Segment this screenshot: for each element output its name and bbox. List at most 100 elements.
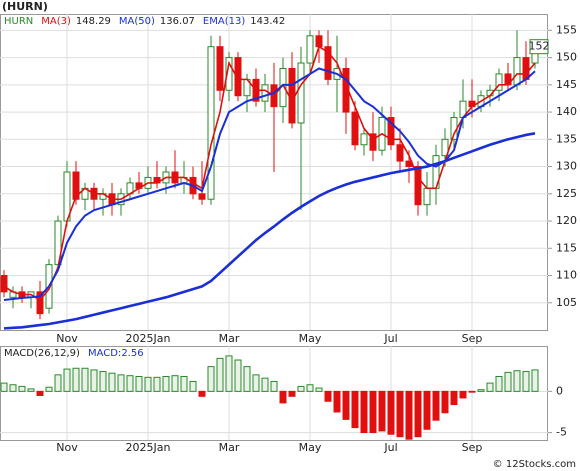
legend-entry: MA(3) [41,16,71,27]
y-tick-label: -5 [556,426,567,439]
bar [333,390,341,413]
bar [108,372,116,392]
bar [369,390,377,434]
line-series [3,67,536,302]
candle-body [369,133,377,151]
bar [207,366,215,392]
bar [189,380,197,392]
bar [243,366,251,392]
bar [90,369,98,392]
bar [441,390,449,414]
bar [63,368,71,392]
bar [468,390,476,393]
watermark: © 12Stocks.com [493,459,576,470]
candle-body [207,46,215,200]
bar [477,389,485,392]
y-tick-label: 125 [556,187,577,200]
bar [144,376,152,392]
y-tick-label: 105 [556,296,577,309]
bar [81,367,89,392]
candle-body [513,57,521,86]
candle-body [261,84,269,102]
bar [225,355,233,392]
legend-value: 136.07 [160,16,195,27]
y-tick-label: 155 [556,23,577,36]
bar [450,390,458,406]
x-tick-label: Jul [383,332,397,345]
legend-value: 143.42 [250,16,285,27]
bar [522,371,530,392]
candle-body [225,57,233,91]
legend-symbol: HURN [4,16,33,27]
x-tick-label: Sep [462,332,483,345]
y-tick-label: 110 [556,269,577,282]
price-label: 152 [529,40,550,53]
bar [531,369,539,392]
legend: MACD(26,12,9) MACD:2.56 [4,348,144,359]
bar [432,390,440,421]
x-tick-label: May [299,441,322,454]
x-tick-label: Nov [56,332,78,345]
bar [342,390,350,420]
bar [513,370,521,392]
bar [0,382,8,392]
candle-body [387,117,395,146]
x-tick-label: Sep [462,441,483,454]
macd-panel [0,346,548,441]
legend-entry: EMA(13) [203,16,245,27]
bar [360,390,368,434]
bar [216,357,224,392]
legend: HURN MA(3) 148.29 MA(50) 136.07 EMA(13) 143.42 [4,16,285,27]
line-series [3,132,536,330]
candle-body [423,187,431,206]
bar [18,385,26,392]
bar [9,384,17,392]
y-tick-label: 140 [556,105,577,118]
bar [495,376,503,392]
x-tick-label: Mar [219,332,240,345]
bar [387,390,395,435]
bar [324,390,332,402]
bar [117,374,125,392]
y-tick-label: 135 [556,132,577,145]
price-panel [0,14,548,331]
bar [234,359,242,392]
candle-body [72,171,80,200]
bar [72,367,80,392]
legend-entry: MA(50) [119,16,155,27]
candle-body [414,166,422,206]
candle-body [0,275,8,293]
candle-body [351,111,359,146]
bar [261,377,269,392]
candle-body [396,144,404,162]
chart-title: (HURN) [2,0,48,13]
y-tick-label: 145 [556,78,577,91]
bar [396,390,404,438]
x-tick-label: Mar [219,441,240,454]
x-tick-label: 2025Jan [126,441,171,454]
bar [135,376,143,392]
legend-label: MACD: [88,348,121,359]
y-tick-label: 130 [556,160,577,173]
candle-body [360,133,368,146]
bar [279,390,287,404]
bar [45,386,53,392]
y-tick-label: 150 [556,51,577,64]
x-tick-label: Nov [56,441,78,454]
bar [27,388,35,392]
candle-body [36,291,44,315]
bar [99,371,107,392]
bar [414,390,422,438]
bar [351,390,359,429]
line-series [3,45,536,302]
candle-body [324,46,332,80]
bar [126,375,134,392]
bar [180,376,188,392]
bar [153,376,161,392]
candle-body [198,193,206,200]
bar [288,390,296,397]
candle-body [306,35,314,64]
bar [405,390,413,440]
price-box [529,39,549,55]
